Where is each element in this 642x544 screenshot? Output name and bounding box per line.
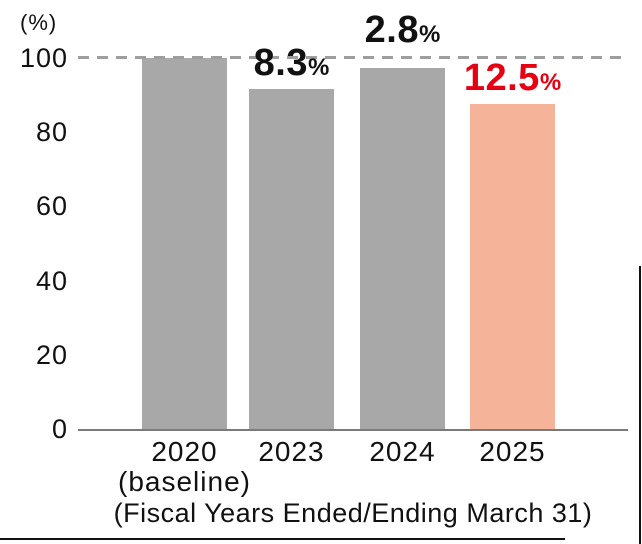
y-tick-40: 40 [35, 265, 68, 296]
x-tick-2024: 2024 [313, 437, 493, 467]
y-tick-100: 100 [19, 43, 68, 73]
bar-2020 [142, 58, 227, 429]
x-tick-2020: 2020 (baseline) [95, 437, 275, 497]
baseline-dashed-line [78, 56, 627, 59]
x-tick-2025: 2025 [423, 437, 603, 467]
y-tick-80: 80 [35, 117, 68, 148]
y-tick-60: 60 [35, 191, 68, 222]
y-tick-20: 20 [35, 339, 68, 370]
annotation-number: 12.5 [463, 57, 540, 99]
x-axis-caption: (Fiscal Years Ended/Ending March 31) [113, 498, 593, 528]
x-tick-year: 2024 [369, 436, 436, 467]
annotation-number: 2.8 [364, 9, 419, 51]
y-tick-0: 0 [51, 414, 68, 444]
page-border-right-line [639, 266, 641, 544]
x-axis-line [78, 429, 628, 431]
x-tick-year: 2025 [479, 436, 546, 467]
y-axis-unit-label: (%) [20, 10, 58, 35]
x-tick-sublabel: (baseline) [118, 466, 251, 497]
x-tick-year: 2023 [258, 436, 325, 467]
annotation-number: 8.3 [253, 42, 308, 84]
x-tick-2023: 2023 [202, 437, 382, 467]
bar-2024 [360, 68, 445, 429]
x-tick-year: 2020 [151, 436, 218, 467]
annotation-2023: 8.3% [254, 44, 330, 82]
page-border-bottom-line [0, 538, 565, 540]
annotation-2024: 2.8% [365, 11, 441, 49]
bar-2025 [470, 104, 555, 429]
annotation-2025: 12.5% [464, 59, 561, 97]
annotation-percent-sign: % [418, 21, 441, 48]
annotation-percent-sign: % [539, 69, 562, 96]
bar-2023 [249, 88, 334, 429]
annotation-percent-sign: % [307, 54, 330, 81]
